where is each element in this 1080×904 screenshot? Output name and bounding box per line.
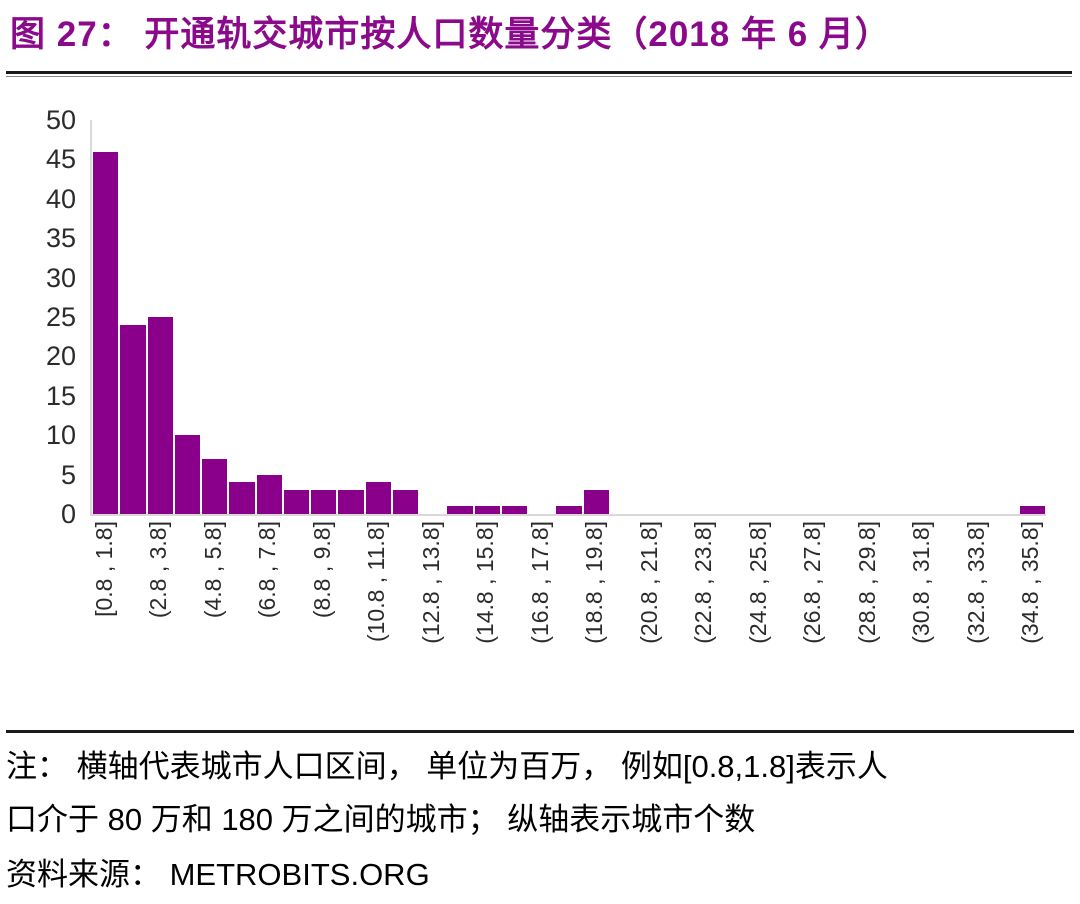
x-tick-label: (24.8 , 25.8] [744, 521, 771, 644]
x-tick-label: (2.8 , 3.8] [145, 521, 172, 619]
x-tick-label: (18.8 , 19.8] [581, 521, 608, 644]
bar [500, 506, 529, 514]
histogram-plot [90, 120, 1046, 516]
x-tick-label: [0.8 , 1.8] [90, 521, 117, 617]
note-text-line-1: 注： 横轴代表城市人口区间， 单位为百万， 例如[0.8,1.8]表示人 [6, 749, 888, 784]
x-tick-label: (26.8 , 27.8] [799, 521, 826, 644]
bar [1018, 506, 1046, 514]
x-tick-label: (10.8 , 11.8] [363, 521, 390, 643]
bar [255, 474, 283, 514]
y-tick-label: 10 [45, 420, 76, 451]
x-tick-label: (30.8 , 31.8] [908, 521, 935, 644]
x-tick-label: (34.8 , 35.8] [1017, 521, 1044, 644]
note-text-line-2: 口介于 80 万和 180 万之间的城市； 纵轴表示城市个数 [6, 802, 756, 837]
bar [555, 506, 583, 514]
x-tick-label: (20.8 , 21.8] [635, 521, 662, 644]
y-tick-label: 25 [45, 302, 76, 332]
y-tick-label: 0 [60, 499, 76, 529]
bar [446, 506, 474, 514]
y-tick-label: 20 [45, 341, 76, 372]
y-tick-label: 5 [60, 459, 76, 490]
bar [146, 317, 174, 514]
x-tick-label: (28.8 , 29.8] [853, 521, 880, 644]
x-tick-label: (4.8 , 5.8] [199, 521, 226, 619]
y-tick-label: 15 [45, 380, 76, 411]
bar [364, 482, 392, 514]
bar [228, 482, 256, 514]
x-tick-label: (6.8 , 7.8] [254, 521, 281, 619]
bar [473, 506, 501, 514]
bar [391, 490, 420, 514]
bar [173, 435, 202, 514]
x-tick-label: (12.8 , 13.8] [417, 521, 444, 644]
bar [92, 151, 120, 514]
bar [282, 490, 311, 514]
title-divider-line [6, 71, 1072, 77]
x-tick-label: (14.8 , 15.8] [472, 521, 499, 644]
source-text: 资料来源： METROBITS.ORG [6, 857, 430, 892]
y-tick-label: 40 [45, 183, 76, 214]
chart-title: 图 27： 开通轨交城市按人口数量分类（2018 年 6 月） [10, 15, 891, 54]
note-divider-line [6, 730, 1074, 733]
x-tick-label: (16.8 , 17.8] [526, 521, 553, 644]
x-tick-label: (8.8 , 9.8] [308, 521, 335, 619]
y-tick-label: 30 [45, 262, 76, 293]
bar [582, 490, 610, 514]
bar [310, 490, 338, 514]
bar [119, 324, 147, 514]
y-tick-label: 50 [45, 105, 76, 135]
y-tick-label: 35 [45, 223, 76, 254]
bar [337, 490, 365, 514]
x-tick-label: (32.8 , 33.8] [962, 521, 989, 644]
x-tick-label: (22.8 , 23.8] [690, 521, 717, 644]
y-tick-label: 45 [45, 144, 76, 175]
bar [201, 458, 229, 514]
